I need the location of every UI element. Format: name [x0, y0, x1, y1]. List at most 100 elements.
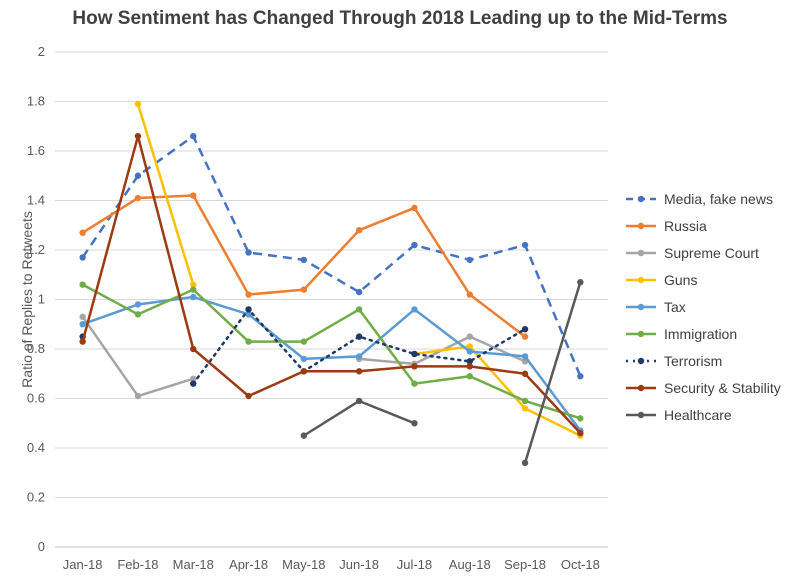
- series-immigration: [79, 281, 584, 422]
- data-point: [134, 132, 142, 140]
- data-point: [521, 370, 529, 377]
- y-tick-label: 0.2: [27, 490, 45, 505]
- y-tick-label: 1.2: [27, 242, 45, 257]
- legend-label: Media, fake news: [664, 191, 773, 207]
- data-point: [355, 368, 363, 375]
- legend-swatch-marker: [637, 411, 645, 419]
- x-tick-label: Jul-18: [397, 557, 432, 572]
- series-line: [81, 134, 582, 435]
- data-point: [190, 132, 197, 140]
- data-point: [411, 241, 418, 249]
- data-point: [577, 415, 584, 422]
- data-point: [134, 392, 142, 400]
- data-point: [134, 311, 142, 318]
- data-point: [245, 306, 252, 313]
- data-point: [190, 380, 197, 387]
- series-line: [523, 281, 582, 464]
- data-point: [411, 380, 418, 387]
- data-point: [355, 288, 363, 296]
- data-point: [300, 355, 308, 363]
- data-point: [466, 348, 473, 355]
- x-tick-label: Jan-18: [63, 557, 103, 572]
- data-point: [521, 326, 529, 333]
- y-tick-label: 1.4: [27, 193, 45, 208]
- data-point: [190, 281, 197, 288]
- data-point: [521, 241, 529, 249]
- data-point: [134, 194, 142, 202]
- x-tick-label: Mar-18: [173, 557, 214, 572]
- data-point: [466, 333, 473, 340]
- legend-swatch-marker: [637, 357, 645, 365]
- data-point: [245, 311, 252, 318]
- legend-swatch-marker: [637, 249, 645, 257]
- data-point: [411, 363, 418, 370]
- data-point: [355, 353, 363, 360]
- data-point: [245, 338, 252, 345]
- x-tick-label: May-18: [282, 557, 325, 572]
- data-point: [79, 281, 86, 288]
- x-tick-label: Apr-18: [229, 557, 268, 572]
- series-security-stability: [79, 132, 584, 437]
- y-tick-label: 0: [38, 539, 45, 554]
- y-tick-label: 0.4: [27, 440, 45, 455]
- data-point: [134, 100, 142, 108]
- legend-swatch-marker: [637, 303, 645, 311]
- y-axis-title: Ratio of Replies to Retweets: [19, 211, 35, 388]
- data-point: [190, 286, 197, 293]
- series-line: [136, 103, 195, 286]
- data-point: [411, 204, 418, 212]
- series-tax: [79, 293, 584, 434]
- data-point: [300, 368, 308, 375]
- chart-title: How Sentiment has Changed Through 2018 L…: [72, 8, 728, 29]
- data-point: [355, 306, 363, 313]
- data-point: [190, 293, 197, 301]
- legend-label: Immigration: [664, 326, 737, 342]
- y-tick-label: 1.8: [27, 94, 45, 109]
- series-line: [81, 194, 526, 338]
- data-point: [79, 229, 86, 236]
- x-tick-label: Aug-18: [449, 557, 491, 572]
- series-line: [82, 295, 582, 432]
- y-tick-label: 1: [38, 292, 45, 307]
- data-point: [355, 333, 363, 340]
- series-line: [81, 316, 194, 398]
- data-point: [577, 278, 584, 286]
- data-point: [521, 459, 529, 467]
- data-point: [300, 432, 308, 439]
- legend-label: Supreme Court: [664, 245, 759, 261]
- data-point: [79, 321, 86, 328]
- x-tick-label: Sep-18: [504, 557, 546, 572]
- data-point: [466, 291, 473, 298]
- y-tick-label: 2: [38, 44, 45, 59]
- data-point: [245, 249, 252, 256]
- series-line: [82, 283, 581, 420]
- y-tick-label: 1.6: [27, 143, 45, 158]
- data-point: [577, 429, 584, 437]
- legend-swatch-marker: [637, 384, 645, 392]
- series-media-fake-news: [79, 132, 584, 380]
- data-point: [245, 392, 252, 400]
- legend-label: Terrorism: [664, 353, 722, 369]
- data-point: [190, 375, 197, 382]
- series-healthcare: [300, 278, 584, 467]
- legend-label: Russia: [664, 218, 707, 234]
- data-point: [521, 353, 529, 360]
- data-point: [466, 256, 473, 264]
- legend-label: Guns: [664, 272, 697, 288]
- data-point: [134, 172, 142, 179]
- data-point: [577, 373, 584, 380]
- data-point: [134, 301, 142, 308]
- data-point: [79, 254, 86, 261]
- data-point: [300, 286, 308, 293]
- data-point: [79, 313, 86, 321]
- data-point: [79, 338, 86, 345]
- x-tick-label: Oct-18: [561, 557, 600, 572]
- data-point: [300, 338, 308, 345]
- data-point: [521, 333, 529, 340]
- data-point: [355, 227, 363, 234]
- data-point: [466, 343, 473, 350]
- data-point: [521, 397, 529, 405]
- data-point: [521, 405, 529, 412]
